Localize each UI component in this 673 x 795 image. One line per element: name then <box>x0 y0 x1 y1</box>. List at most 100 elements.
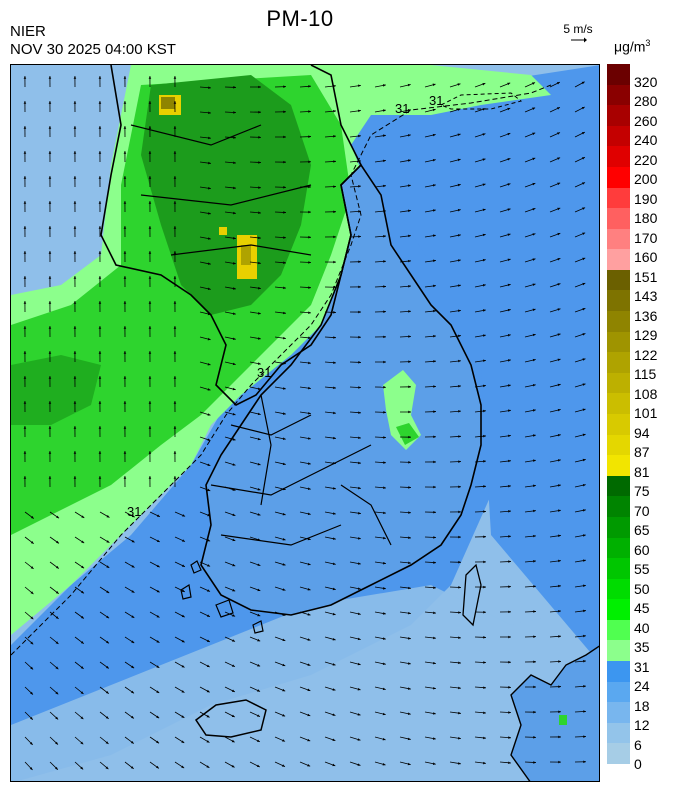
wind-arrow-head <box>558 760 561 764</box>
colorbar-tick-label: 260 <box>634 112 658 129</box>
wind-arrow-head <box>283 211 286 214</box>
wind-arrow-head <box>308 411 311 415</box>
wind-arrow-head <box>407 712 411 715</box>
wind-arrow-head <box>432 108 436 112</box>
wind-arrow-head <box>282 638 286 642</box>
wind-arrow-head <box>148 426 152 429</box>
wind-arrow-head <box>408 486 411 489</box>
wind-arrow-head <box>23 76 27 79</box>
tsushima-island <box>462 563 482 627</box>
wind-arrow-head <box>483 460 486 463</box>
wind-arrow-head <box>383 385 386 389</box>
wind-arrow-head <box>131 640 135 643</box>
colorbar-tick-label: 0 <box>634 756 642 772</box>
wind-arrow-head <box>583 659 586 663</box>
wind-arrow-head <box>483 686 486 689</box>
wind-arrow-head <box>181 564 185 567</box>
wind-arrow-head <box>483 384 486 388</box>
wind-arrow-head <box>333 160 336 163</box>
wind-arrow-head <box>98 101 102 104</box>
wind-arrow-head <box>258 161 261 164</box>
wind-arrow-head <box>283 286 286 290</box>
wind-arrow-head <box>457 234 461 237</box>
wind-arrow-head <box>123 226 127 229</box>
wind-arrow-head <box>48 401 52 404</box>
wind-arrow-head <box>357 562 361 565</box>
wind-arrow-head <box>532 208 536 211</box>
wind-arrow-head <box>106 515 110 518</box>
wind-arrow-head <box>307 462 311 465</box>
wind-arrow-head <box>73 326 77 329</box>
wind-arrow-head <box>433 385 436 388</box>
wind-arrow-head <box>332 637 336 641</box>
wind-arrow-head <box>357 687 361 691</box>
wind-arrow-head <box>131 565 135 568</box>
wind-arrow-head <box>173 476 177 479</box>
wind-arrow-head <box>123 201 127 204</box>
wind-arrow-head <box>483 711 486 715</box>
wind-arrow-head <box>358 235 361 238</box>
wind-arrow-head <box>283 135 286 139</box>
wind-arrow-head <box>123 451 127 454</box>
wind-arrow-head <box>433 360 436 363</box>
wind-arrow-head <box>532 157 536 161</box>
colorbar <box>607 64 630 765</box>
wind-arrow-head <box>308 361 311 365</box>
wind-arrow-head <box>458 711 461 715</box>
wind-arrow-head <box>257 664 261 667</box>
wind-arrow-head <box>533 585 536 588</box>
hotspot-seoul-core <box>241 245 251 265</box>
wind-arrow-head <box>582 383 586 386</box>
wind-arrow-head <box>308 235 311 239</box>
wind-arrow-head <box>533 484 536 488</box>
wind-arrow-head <box>173 151 177 154</box>
wind-arrow-head <box>557 232 561 236</box>
wind-arrow-head <box>483 359 486 363</box>
colorbar-band <box>607 372 630 394</box>
wind-arrow-head <box>105 716 109 719</box>
wind-arrow-head <box>482 334 486 337</box>
wind-arrow-head <box>433 686 436 690</box>
wind-arrow-head <box>333 109 336 113</box>
wind-arrow-head <box>73 426 77 429</box>
wind-arrow-head <box>256 764 260 767</box>
wind-arrow-head <box>458 560 461 564</box>
wind-arrow-head <box>73 276 77 279</box>
wind-arrow-head <box>382 712 386 716</box>
wind-arrow-head <box>532 434 536 437</box>
wind-arrow-head <box>148 151 152 154</box>
wind-arrow-head <box>283 160 286 164</box>
wind-arrow-head <box>73 376 77 379</box>
wind-arrow-head <box>408 385 411 389</box>
colorbar-tick-label: 101 <box>634 405 658 422</box>
wind-arrow-head <box>507 334 511 337</box>
wind-arrow-head <box>507 183 511 186</box>
colorbar-tick-label: 115 <box>634 366 657 383</box>
wind-arrow-head <box>105 690 109 694</box>
colorbar-tick-label: 280 <box>634 93 658 110</box>
wind-arrow-head <box>257 689 261 692</box>
wind-arrow-head <box>307 688 311 692</box>
wind-arrow-head <box>232 312 236 315</box>
wind-arrow-head <box>357 637 361 641</box>
wind-arrow-head <box>282 462 286 466</box>
wind-arrow-head <box>582 257 586 261</box>
wind-arrow-head <box>181 664 185 668</box>
green-west-dark <box>11 355 101 425</box>
wind-reference-label: 5 m/s <box>563 22 593 36</box>
wind-arrow-head <box>148 226 152 229</box>
wind-arrow-head <box>30 591 34 595</box>
wind-arrow-head <box>258 85 261 89</box>
colorbar-band <box>607 290 630 312</box>
colorbar-band <box>607 455 630 477</box>
wind-arrow-head <box>408 259 411 263</box>
wind-arrow-head <box>582 282 586 286</box>
colorbar-band <box>607 352 630 374</box>
wind-arrow-head <box>358 285 361 289</box>
wind-arrow-head <box>48 476 52 479</box>
wind-arrow-head <box>73 251 77 254</box>
wind-arrow-head <box>532 132 536 136</box>
wind-arrow-head <box>383 184 386 188</box>
wind-arrow-head <box>583 710 586 713</box>
wind-arrow-head <box>48 151 52 154</box>
